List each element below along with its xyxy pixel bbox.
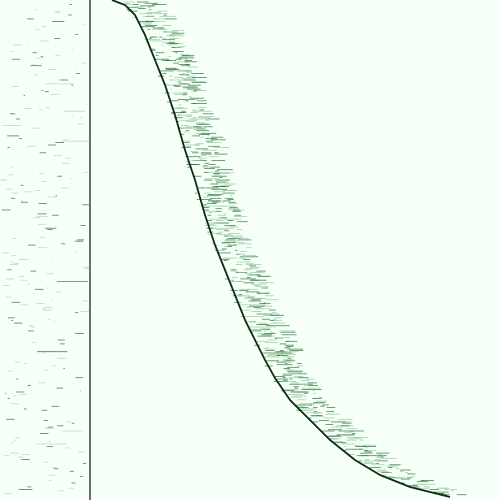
curve [111, 0, 451, 498]
noise-layer [0, 1, 467, 496]
